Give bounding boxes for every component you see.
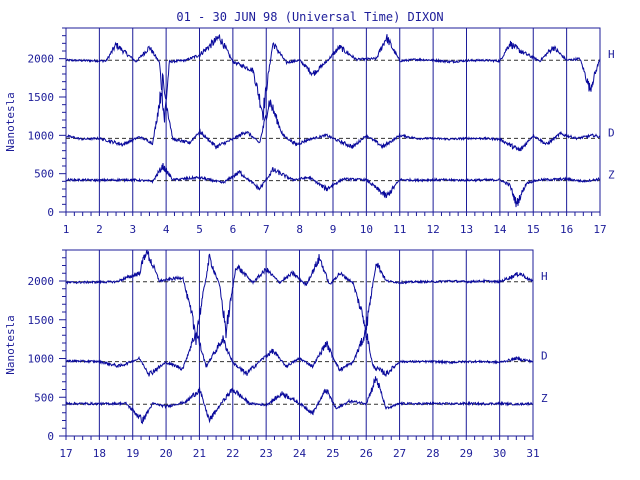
x-tick-label: 25 [326,447,339,460]
series-line-D [66,329,534,377]
series-label-H: H [541,270,548,283]
y-axis-label: Nanotesla [4,315,17,375]
x-tick-label: 14 [493,223,507,236]
y-tick-label: 1500 [28,314,55,327]
y-tick-label: 2000 [28,275,55,288]
series-line-Z [65,163,601,208]
y-tick-label: 1500 [28,91,55,104]
y-tick-label: 1000 [28,129,55,142]
x-tick-label: 19 [126,447,139,460]
y-tick-label: 0 [47,430,54,443]
x-tick-label: 18 [93,447,106,460]
x-tick-label: 22 [226,447,239,460]
chart-panel-1: 1 2 3 4 5 6 7 8 9 10 11 12 13 14 15 16 17050010001500200… [4,27,615,236]
y-tick-label: 0 [47,206,54,219]
y-tick-label: 500 [34,391,54,404]
chart-title: 01 - 30 JUN 98 (Universal Time) DIXON [176,10,443,24]
series-label-D: D [541,350,548,363]
x-tick-label: 29 [460,447,473,460]
x-tick-label: 16 [560,223,573,236]
x-tick-label: 21 [193,447,206,460]
y-tick-label: 500 [34,168,54,181]
x-tick-label: 20 [159,447,172,460]
x-tick-label: 17 [593,223,606,236]
series-line-H [65,249,534,346]
y-tick-label: 1000 [28,353,55,366]
x-tick-label: 30 [493,447,506,460]
x-tick-label: 6 [230,223,237,236]
x-tick-label: 11 [393,223,406,236]
x-tick-label: 23 [260,447,273,460]
x-tick-label: 2 [96,223,103,236]
x-tick-label: 1 [63,223,70,236]
x-tick-label: 27 [393,447,406,460]
x-tick-label: 15 [527,223,540,236]
series-label-Z: Z [608,169,615,182]
series-line-Z [65,376,534,425]
x-tick-label: 3 [129,223,136,236]
series-label-D: D [608,126,615,139]
x-tick-label: 8 [296,223,303,236]
y-tick-label: 2000 [28,53,55,66]
x-tick-label: 28 [426,447,439,460]
x-tick-label: 17 [59,447,72,460]
x-tick-label: 7 [263,223,270,236]
x-tick-label: 4 [163,223,170,236]
x-tick-label: 31 [526,447,539,460]
x-tick-label: 9 [330,223,337,236]
y-axis-label: Nanotesla [4,92,17,152]
series-line-D [66,72,601,152]
series-line-H [65,33,601,123]
x-tick-label: 12 [427,223,440,236]
x-tick-label: 5 [196,223,203,236]
series-label-H: H [608,48,615,61]
chart-panel-2: 17 18 19 20 21 22 23 24 25 26 27 28 29 30 31 0 500 1000 15… [4,249,548,460]
x-tick-label: 10 [360,223,373,236]
x-tick-label: 24 [293,447,307,460]
x-tick-label: 26 [360,447,373,460]
series-label-Z: Z [541,392,548,405]
x-tick-label: 13 [460,223,473,236]
